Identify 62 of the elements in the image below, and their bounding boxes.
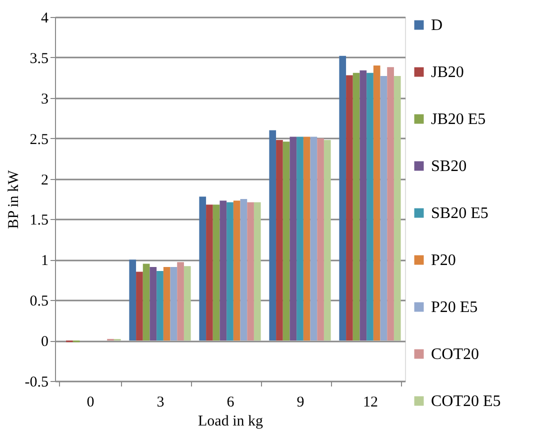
y-tick-label: 4	[41, 10, 49, 26]
y-axis-title: BP in kW	[6, 169, 22, 229]
bar	[163, 266, 170, 341]
bar	[142, 264, 150, 341]
bar	[184, 266, 191, 341]
bar	[394, 76, 401, 341]
bar	[136, 272, 143, 341]
y-tick-label: 3.5	[30, 50, 48, 67]
bar	[296, 136, 304, 341]
bar	[346, 75, 353, 341]
bar	[269, 130, 276, 341]
legend-label: COT20 E5	[431, 393, 501, 410]
legend-label: P20 E5	[431, 299, 478, 316]
y-tick-label: 2.5	[30, 132, 48, 148]
legend-label: D	[431, 17, 443, 34]
bar	[303, 136, 310, 341]
legend-label: SB20 E5	[431, 205, 488, 222]
legend-label: SB20	[431, 158, 467, 175]
y-tick-label: 3	[41, 91, 48, 108]
bar	[226, 202, 234, 341]
bar	[177, 262, 184, 341]
bar	[317, 138, 324, 341]
bar	[240, 199, 248, 341]
legend-label: COT20	[431, 346, 479, 363]
bar	[352, 72, 360, 341]
bar	[276, 140, 283, 341]
bar	[282, 142, 290, 341]
y-tick-label: -0.5	[24, 374, 48, 390]
bar	[220, 200, 227, 341]
bar	[247, 202, 254, 341]
bar	[380, 76, 388, 341]
bar	[233, 200, 240, 341]
x-axis-title: Load in kg	[198, 414, 264, 430]
x-tick-label: 6	[226, 394, 235, 410]
bar	[254, 202, 261, 341]
bar	[206, 204, 213, 341]
x-tick-label: 12	[363, 394, 378, 410]
bar	[129, 260, 136, 341]
bar	[387, 67, 394, 341]
legend-label: JB20 E5	[431, 111, 486, 128]
y-tick-label: 0	[41, 334, 48, 350]
bar	[199, 196, 206, 341]
bar	[339, 56, 346, 341]
bar	[170, 266, 178, 341]
x-tick-label: 3	[156, 394, 164, 410]
bar	[212, 204, 220, 341]
bar	[373, 66, 380, 341]
y-tick-label: 2	[41, 172, 48, 188]
x-tick-label: 9	[296, 394, 304, 410]
bar	[360, 70, 367, 341]
y-tick-label: 0.5	[30, 294, 48, 310]
y-tick-label: 1.5	[30, 212, 48, 229]
bar	[310, 136, 318, 341]
bar	[150, 266, 157, 341]
bar	[324, 140, 331, 341]
x-tick-label: 0	[86, 394, 94, 410]
legend-label: P20	[431, 252, 456, 269]
bar	[366, 72, 374, 341]
bar	[290, 136, 297, 341]
bar	[156, 270, 164, 341]
y-tick-label: 1	[41, 253, 48, 270]
legend-label: JB20	[431, 64, 464, 81]
